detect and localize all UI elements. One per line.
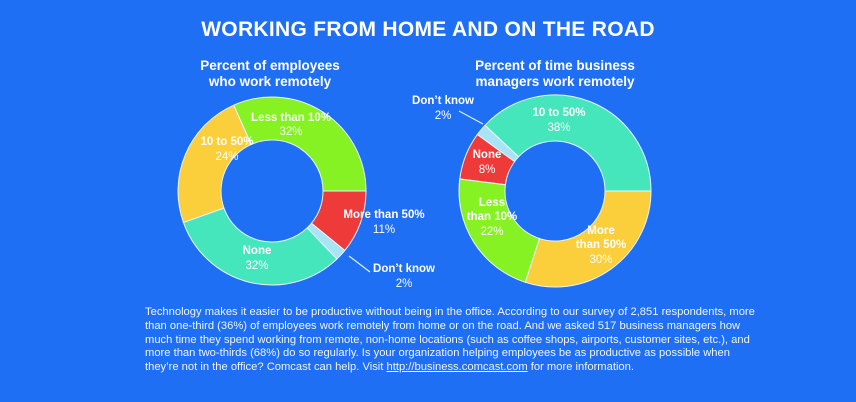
left-chart-title-line1: Percent of employees bbox=[200, 58, 340, 73]
right-label-none: None bbox=[473, 149, 502, 161]
left-value-10to50: 24% bbox=[215, 151, 238, 163]
donut-slice-less-than-10- bbox=[458, 178, 541, 283]
right-value-dontknow: 2% bbox=[435, 110, 452, 122]
right-donut-chart bbox=[458, 94, 652, 288]
right-label-more50-line1: More bbox=[587, 225, 614, 237]
left-labels: Less than 10% 32% 10 to 50% 24% None 32%… bbox=[200, 112, 435, 290]
comcast-link[interactable]: http://business.comcast.com bbox=[386, 361, 528, 374]
right-label-10to50: 10 to 50% bbox=[532, 107, 585, 119]
donut-slice-none bbox=[182, 207, 338, 286]
left-dontknow-leader-line bbox=[348, 255, 371, 273]
left-value-dontknow: 2% bbox=[396, 278, 413, 290]
right-label-dontknow: Don’t know bbox=[412, 95, 474, 107]
left-value-none: 32% bbox=[245, 260, 268, 272]
donut-slice-less-than-10- bbox=[233, 96, 367, 192]
right-value-less10: 22% bbox=[480, 226, 503, 238]
right-value-10to50: 38% bbox=[547, 122, 570, 134]
left-chart-title-line2: who work remotely bbox=[208, 74, 332, 89]
left-donut-chart bbox=[177, 96, 367, 286]
right-label-more50-line2: than 50% bbox=[576, 239, 627, 251]
donut-slice-more-than-50- bbox=[310, 190, 367, 252]
left-label-dontknow: Don’t know bbox=[373, 263, 435, 275]
description-text: Technology makes it easier to be product… bbox=[145, 306, 755, 374]
donut-slice-10-to-50- bbox=[177, 104, 252, 224]
left-label-more50: More than 50% bbox=[343, 209, 424, 221]
right-label-less10-line2: than 10% bbox=[467, 211, 518, 223]
right-label-less10-line1: Less bbox=[479, 197, 505, 209]
right-labels: 10 to 50% 38% Don’t know 2% None 8% Less… bbox=[412, 95, 626, 266]
right-chart-title: Percent of time business managers work r… bbox=[455, 58, 655, 90]
left-label-10to50: 10 to 50% bbox=[200, 136, 253, 148]
right-chart-title-line2: managers work remotely bbox=[475, 74, 635, 89]
right-value-more50: 30% bbox=[589, 254, 612, 266]
right-chart-title-line1: Percent of time business bbox=[475, 58, 635, 73]
donut-slice-10-to-50- bbox=[484, 94, 652, 192]
left-label-less10: Less than 10% bbox=[251, 112, 331, 124]
right-dontknow-leader-line bbox=[458, 110, 484, 125]
right-value-none: 8% bbox=[479, 164, 496, 176]
description-suffix: for more information. bbox=[527, 361, 634, 374]
infographic-title: WORKING FROM HOME AND ON THE ROAD bbox=[201, 18, 655, 41]
description-paragraph: Technology makes it easier to be product… bbox=[145, 306, 765, 375]
left-chart-title: Percent of employees who work remotely bbox=[170, 58, 370, 90]
donut-slice-more-than-50- bbox=[524, 190, 652, 288]
left-value-more50: 11% bbox=[373, 224, 395, 236]
left-value-less10: 32% bbox=[279, 126, 302, 138]
left-label-none: None bbox=[243, 245, 272, 257]
